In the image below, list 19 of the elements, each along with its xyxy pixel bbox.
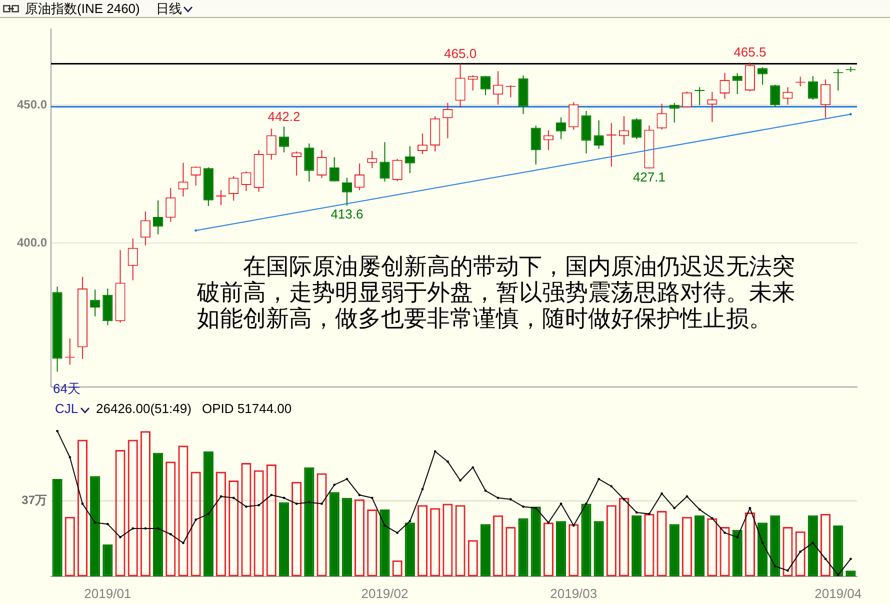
text: 465.0 — [444, 46, 477, 61]
y-tick-label: 400.0 — [16, 236, 48, 250]
text: CJL — [55, 401, 78, 416]
chart-subtitle: 日线 — [156, 0, 182, 18]
x-tick-label: 2019/04 — [814, 586, 862, 601]
annotation: 64天 — [53, 380, 80, 398]
ref-line-label: 37万 — [22, 493, 47, 508]
x-tick-label: 2019/01 — [84, 586, 132, 601]
chart-title: 原油指数(INE 2460) — [25, 0, 140, 18]
x-tick-label: 2019/02 — [361, 586, 408, 601]
text: OPID 51744.00 — [202, 401, 292, 416]
text: 442.2 — [268, 108, 300, 124]
y-tick-label: 450.0 — [16, 97, 48, 112]
text: 413.6 — [330, 206, 364, 222]
text: 465.5 — [734, 44, 766, 60]
x-tick-label: 2019/03 — [550, 586, 598, 601]
text: 26426.00(51:49) — [96, 401, 192, 416]
text: 427.1 — [632, 169, 666, 184]
annotation: 在国际原油屡创新高的带动下，国内原油仍迟迟无法突破前高，走势明显弱于外盘，暂以强势震荡思路对待。未来如能创新高，做多也要非常谨慎，随时做好保护性止损。 — [197, 254, 796, 332]
